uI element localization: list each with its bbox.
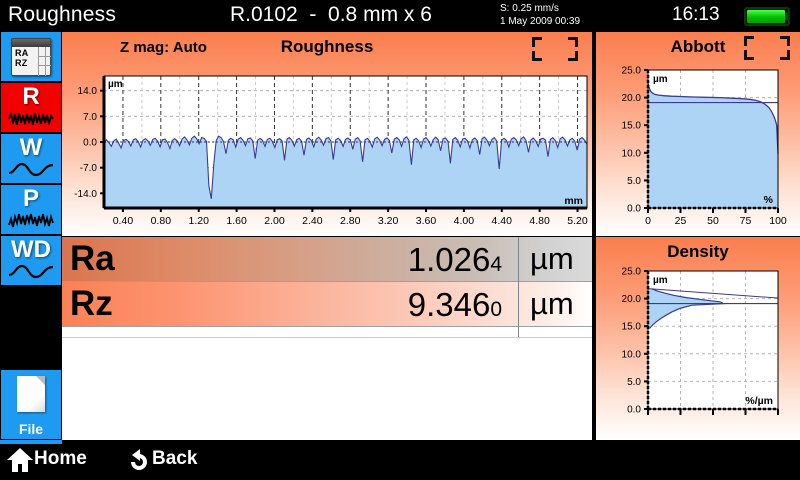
svg-text:10.0: 10.0 <box>622 148 642 159</box>
focus-corner-icon[interactable] <box>532 37 578 61</box>
roughness-chart-title: Roughness <box>280 37 374 56</box>
back-button-label: Back <box>152 448 198 469</box>
result-value-ra: 1.0264 <box>407 241 502 278</box>
svg-text:1.60: 1.60 <box>226 215 247 227</box>
home-icon <box>7 448 33 472</box>
svg-text:-7.0: -7.0 <box>80 163 98 174</box>
svg-text:0.0: 0.0 <box>627 204 641 215</box>
clock-label: 16:13 <box>672 4 720 25</box>
page-title: Roughness <box>8 3 117 26</box>
svg-text:4.80: 4.80 <box>529 215 550 227</box>
density-chart-panel: Density 0.0 5.0 10.0 15.0 20.0 25.0 µm %/µm <box>596 237 800 440</box>
svg-text:%: % <box>764 194 774 206</box>
waviness-wave-icon <box>8 162 54 177</box>
svg-text:2.40: 2.40 <box>302 215 323 227</box>
svg-text:14.0: 14.0 <box>78 86 98 97</box>
svg-text:µm: µm <box>653 275 668 286</box>
sidebar-item-wd[interactable]: WD <box>1 236 61 286</box>
svg-text:7.0: 7.0 <box>83 112 97 123</box>
density-plot[interactable]: 0.0 5.0 10.0 15.0 20.0 25.0 µm %/µm <box>596 237 800 440</box>
focus-corner-icon[interactable] <box>744 36 790 60</box>
density-chart-title: Density <box>667 242 729 261</box>
svg-text:mm: mm <box>564 195 583 207</box>
svg-text:2.80: 2.80 <box>340 215 361 227</box>
roughness-wave-icon <box>8 112 54 126</box>
result-row-rz[interactable]: Rz 9.3460 µm <box>62 282 592 326</box>
svg-text:5.0: 5.0 <box>627 176 641 187</box>
sidebar-item-w[interactable]: W <box>1 134 61 184</box>
battery-full-icon <box>744 7 790 26</box>
waviness-d-wave-icon <box>8 264 54 279</box>
result-unit-rz: µm <box>530 286 574 321</box>
table-rarz-icon: RA RZ <box>11 38 51 76</box>
back-arrow-icon <box>131 449 147 470</box>
svg-text:0.40: 0.40 <box>113 215 134 227</box>
svg-text:3.20: 3.20 <box>378 215 399 227</box>
svg-text:20.0: 20.0 <box>622 294 642 305</box>
sidebar-item-p[interactable]: P <box>1 185 61 235</box>
sidebar-item-file-label: File <box>18 421 44 437</box>
svg-text:2.00: 2.00 <box>264 215 285 227</box>
svg-text:0: 0 <box>645 215 651 227</box>
sidebar-item-w-label: W <box>19 134 43 161</box>
home-button[interactable]: Home <box>6 446 116 474</box>
svg-text:75: 75 <box>740 215 752 227</box>
sidebar-item-wd-label: WD <box>11 236 51 263</box>
header-bar: Roughness R.0102 - 0.8 mm x 6 S: 0.25 mm… <box>0 0 800 32</box>
abbott-plot[interactable]: 0.0 5.0 10.0 15.0 20.0 25.0 0 25 50 75 100 µm% <box>596 32 800 236</box>
abbott-chart-panel: Abbott 0.0 5.0 10.0 15.0 20.0 25.0 0 25 50 75 100 µ… <box>596 32 800 236</box>
measurement-meta: S: 0.25 mm/s 1 May 2009 00:39 <box>500 2 580 28</box>
svg-text:5.20: 5.20 <box>567 215 588 227</box>
svg-text:0.80: 0.80 <box>151 215 172 227</box>
svg-text:20.0: 20.0 <box>622 93 642 104</box>
back-button[interactable]: Back <box>126 446 236 474</box>
sidebar: RA RZ R W P WD <box>0 32 62 440</box>
svg-text:15.0: 15.0 <box>622 121 642 132</box>
roughness-chart-panel: Z mag: Auto Roughness 14.0 7.0 0.0 -7.0 -14.… <box>62 32 592 236</box>
svg-text:0.0: 0.0 <box>627 405 641 416</box>
svg-text:50: 50 <box>707 215 719 227</box>
sidebar-item-r-label: R <box>22 83 40 110</box>
result-name-ra: Ra <box>70 239 115 278</box>
result-row-ra[interactable]: Ra 1.0264 µm <box>62 237 592 281</box>
sidebar-item-file[interactable]: File <box>1 370 61 440</box>
file-document-icon <box>17 376 45 412</box>
svg-text:10.0: 10.0 <box>622 349 642 360</box>
svg-text:%/µm: %/µm <box>745 395 773 407</box>
datetime-label: 1 May 2009 00:39 <box>500 16 581 27</box>
measurement-identifier: R.0102 - 0.8 mm x 6 <box>230 3 432 26</box>
roughness-plot[interactable]: 14.0 7.0 0.0 -7.0 -14.0 0.40 0.80 1.20 1.60 2.00 2… <box>62 32 592 236</box>
svg-text:µm: µm <box>653 74 668 85</box>
speed-label: S: 0.25 mm/s <box>500 3 559 14</box>
svg-text:4.00: 4.00 <box>454 215 475 227</box>
svg-text:4.40: 4.40 <box>492 215 513 227</box>
svg-text:25: 25 <box>675 215 687 227</box>
sidebar-item-p-label: P <box>22 185 39 212</box>
svg-text:3.60: 3.60 <box>416 215 437 227</box>
z-magnification-label: Z mag: Auto <box>120 39 207 56</box>
svg-text:25.0: 25.0 <box>622 66 642 77</box>
result-unit-ra: µm <box>530 241 574 276</box>
svg-text:5.0: 5.0 <box>627 377 641 388</box>
accent-strip <box>0 440 62 444</box>
svg-text:µm: µm <box>108 79 123 90</box>
svg-text:15.0: 15.0 <box>622 322 642 333</box>
result-value-rz: 9.3460 <box>407 286 502 323</box>
sidebar-item-rarz[interactable]: RA RZ <box>1 32 61 82</box>
results-panel: Ra 1.0264 µm Rz 9.3460 µm <box>62 237 592 440</box>
svg-text:1.20: 1.20 <box>188 215 209 227</box>
sidebar-item-r[interactable]: R <box>1 83 61 133</box>
abbott-chart-title: Abbott <box>670 37 726 56</box>
svg-text:-14.0: -14.0 <box>74 189 97 200</box>
svg-text:0.0: 0.0 <box>83 138 97 149</box>
footer-bar: Home Back M D <box>0 440 800 480</box>
profile-wave-icon <box>8 213 54 228</box>
result-name-rz: Rz <box>70 284 113 323</box>
svg-text:25.0: 25.0 <box>622 267 642 278</box>
home-button-label: Home <box>34 448 87 469</box>
svg-text:100: 100 <box>769 215 787 227</box>
